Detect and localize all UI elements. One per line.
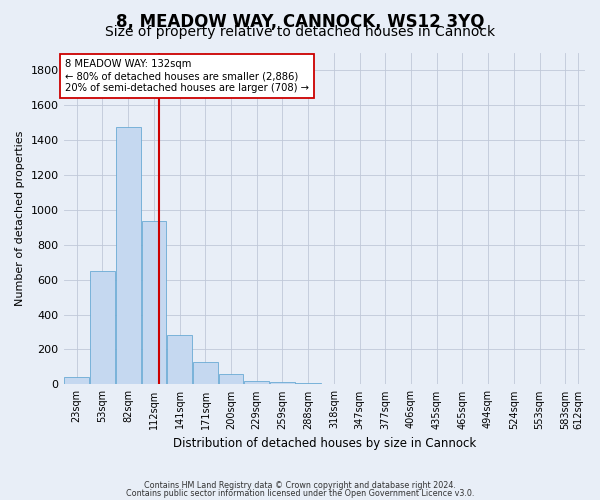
Text: 8, MEADOW WAY, CANNOCK, WS12 3YQ: 8, MEADOW WAY, CANNOCK, WS12 3YQ — [116, 12, 484, 30]
Bar — [218, 374, 243, 384]
Bar — [167, 335, 193, 384]
Bar — [295, 383, 321, 384]
Bar — [193, 362, 218, 384]
Bar — [116, 127, 141, 384]
Bar — [244, 380, 269, 384]
Text: Contains public sector information licensed under the Open Government Licence v3: Contains public sector information licen… — [126, 488, 474, 498]
Bar — [270, 382, 295, 384]
Text: Contains HM Land Registry data © Crown copyright and database right 2024.: Contains HM Land Registry data © Crown c… — [144, 481, 456, 490]
X-axis label: Distribution of detached houses by size in Cannock: Distribution of detached houses by size … — [173, 437, 476, 450]
Text: Size of property relative to detached houses in Cannock: Size of property relative to detached ho… — [105, 25, 495, 39]
Y-axis label: Number of detached properties: Number of detached properties — [15, 131, 25, 306]
Bar — [142, 220, 166, 384]
Bar — [90, 271, 115, 384]
Text: 8 MEADOW WAY: 132sqm
← 80% of detached houses are smaller (2,886)
20% of semi-de: 8 MEADOW WAY: 132sqm ← 80% of detached h… — [65, 60, 309, 92]
Bar — [64, 378, 89, 384]
